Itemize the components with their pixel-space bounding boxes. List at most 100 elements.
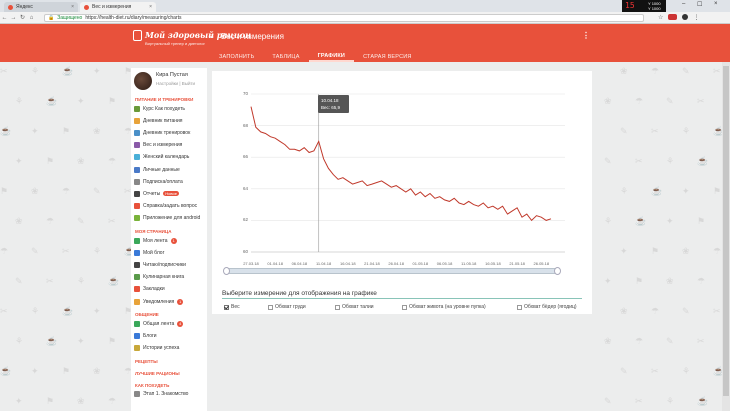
sidebar-item[interactable]: Подписка/оплата <box>134 176 206 187</box>
extension-icon[interactable] <box>682 14 689 20</box>
option-weight[interactable]: Вес <box>224 304 240 310</box>
hamburger-menu-icon[interactable]: ≡ <box>209 32 214 41</box>
sidebar-item[interactable]: Дневник питания <box>134 115 206 126</box>
option-belly[interactable]: Обхват живота (на уровне пупка) <box>402 304 486 310</box>
sidebar-item-icon <box>134 320 140 327</box>
sidebar-item[interactable]: Закладки <box>134 284 206 295</box>
x-tick-label: 26.04.18 <box>388 261 404 266</box>
pattern-glyph: ⚑ <box>124 66 133 76</box>
sidebar-section-title[interactable]: Общение <box>135 312 159 318</box>
pattern-glyph: ⚘ <box>77 276 86 286</box>
sidebar-item[interactable]: Женский календарь <box>134 152 206 163</box>
pattern-glyph: ✦ <box>93 306 101 316</box>
option-hips[interactable]: Обхват бёдер (ягодиц) <box>517 304 577 310</box>
pattern-glyph: ⚘ <box>666 156 675 166</box>
sidebar-item[interactable]: Уведомления 1 <box>134 296 206 307</box>
sidebar-item[interactable]: Дневник тренировок <box>134 127 206 138</box>
sidebar-item-label: Моя лента <box>143 237 168 244</box>
forward-icon[interactable]: → <box>10 14 17 21</box>
url-text: https://health-diet.ru/diary/measuring/c… <box>85 15 182 21</box>
pattern-glyph: ☂ <box>635 96 644 106</box>
pattern-glyph: ❀ <box>620 306 628 316</box>
sidebar-item[interactable]: Этап 1. Знакомство <box>134 389 206 400</box>
sidebar-item[interactable]: Курс Как похудеть <box>134 103 206 114</box>
checkbox-belly[interactable] <box>402 304 407 310</box>
sidebar-item[interactable]: Приложение для android <box>134 213 206 224</box>
sidebar-item[interactable]: Кулинарная книга <box>134 272 206 283</box>
option-waist[interactable]: Обхват талии <box>335 304 374 310</box>
sidebar: Кира Пустая Настройки | Выйти Питание и … <box>131 68 207 411</box>
avatar[interactable] <box>134 72 152 90</box>
star-icon[interactable]: ☆ <box>658 15 664 21</box>
site-logo[interactable]: Мой здоровый рацион Виртуальный тренер и… <box>133 30 251 46</box>
browser-menu-icon[interactable]: ⋮ <box>693 15 700 21</box>
checkbox-waist[interactable] <box>335 304 340 310</box>
sidebar-item-label: Уведомления <box>143 298 175 305</box>
more-options-icon[interactable]: ⋮ <box>582 31 590 40</box>
url-field[interactable]: 🔒 Защищено https://health-diet.ru/diary/… <box>44 14 644 22</box>
sidebar-section-title[interactable]: Питание и тренировки <box>135 97 194 102</box>
pattern-glyph: ✎ <box>620 126 628 136</box>
sidebar-item[interactable]: Справка/задать вопрос <box>134 201 206 212</box>
badge: 4 <box>177 320 184 327</box>
range-handle-left[interactable] <box>223 267 230 275</box>
minimize-icon[interactable]: – <box>682 1 686 7</box>
page-title: Вес и измерения <box>221 32 284 41</box>
sidebar-item[interactable]: Моя лента 1 <box>134 235 206 246</box>
checkbox-weight[interactable] <box>224 304 229 310</box>
system-indicator: 15 Y 1000 Y 1000 <box>622 0 666 12</box>
browser-tab-weight[interactable]: Вес и измерения × <box>80 2 156 12</box>
sidebar-item[interactable]: Личные данные <box>134 164 206 175</box>
user-name[interactable]: Кира Пустая <box>156 72 188 78</box>
pattern-glyph: ❀ <box>666 276 674 286</box>
tab-charts[interactable]: Графики <box>308 52 355 62</box>
range-handle-right[interactable] <box>554 267 561 275</box>
sidebar-item[interactable]: Отчеты Новое <box>134 188 206 199</box>
reload-icon[interactable]: ↻ <box>19 15 26 21</box>
close-window-icon[interactable]: × <box>714 1 718 7</box>
home-icon[interactable]: ⌂ <box>29 14 34 21</box>
pattern-glyph: ✎ <box>666 96 674 106</box>
pattern-glyph: ✦ <box>31 126 39 136</box>
back-icon[interactable]: ← <box>1 14 8 21</box>
checkbox-hips[interactable] <box>517 304 522 310</box>
adblock-icon[interactable] <box>668 14 678 20</box>
tab-close-icon[interactable]: × <box>149 4 152 10</box>
x-tick-label: 01.05.18 <box>412 261 429 266</box>
sidebar-item[interactable]: Мой блог <box>134 247 206 258</box>
sidebar-item[interactable]: Блоги <box>134 330 206 341</box>
sidebar-item[interactable]: Общая лента 4 <box>134 318 206 329</box>
tab-fill[interactable]: Заполнить <box>219 54 255 60</box>
option-chest[interactable]: Обхват груди <box>268 304 306 310</box>
user-menu[interactable]: Настройки | Выйти <box>156 81 196 86</box>
tab-table[interactable]: Таблица <box>272 54 300 60</box>
sidebar-section-title[interactable]: Как похудеть <box>135 382 170 388</box>
sidebar-item[interactable]: Читаю/подписчики <box>134 259 206 270</box>
sidebar-section-title[interactable]: Лучшие рационы <box>135 370 180 376</box>
sidebar-section-title[interactable]: Рецепты <box>135 358 158 364</box>
browser-tab-yandex[interactable]: Яндекс × <box>4 2 78 12</box>
browser-tabbar: Яндекс × Вес и измерения × 15 Y 1000 Y 1… <box>0 0 730 12</box>
tab-close-icon[interactable]: × <box>71 4 74 10</box>
sidebar-item[interactable]: Вес и измерения <box>134 140 206 151</box>
sidebar-item-label: Мой блог <box>143 249 165 256</box>
pattern-glyph: ✂ <box>713 66 721 76</box>
scrollbar-thumb[interactable] <box>723 66 729 396</box>
pattern-glyph: ❀ <box>620 66 628 76</box>
sidebar-section-title[interactable]: Моя страница <box>135 229 172 234</box>
checkbox-chest[interactable] <box>268 304 273 310</box>
x-tick-label: 27.03.18 <box>243 261 259 266</box>
pattern-glyph: ⚑ <box>62 366 71 376</box>
pattern-glyph: ✂ <box>108 216 116 226</box>
maximize-icon[interactable]: ☐ <box>697 2 703 8</box>
sidebar-item-label: Общая лента <box>143 320 175 327</box>
pattern-glyph: ✂ <box>0 306 8 316</box>
pattern-glyph: ✂ <box>651 126 659 136</box>
sidebar-item[interactable]: Истории успеха <box>134 343 206 354</box>
range-slider-track[interactable] <box>226 268 559 274</box>
tab-old-version[interactable]: Старая версия <box>363 54 412 60</box>
pattern-glyph: ✎ <box>77 216 85 226</box>
pattern-glyph: ❀ <box>93 126 101 136</box>
page-scrollbar[interactable] <box>722 62 730 411</box>
